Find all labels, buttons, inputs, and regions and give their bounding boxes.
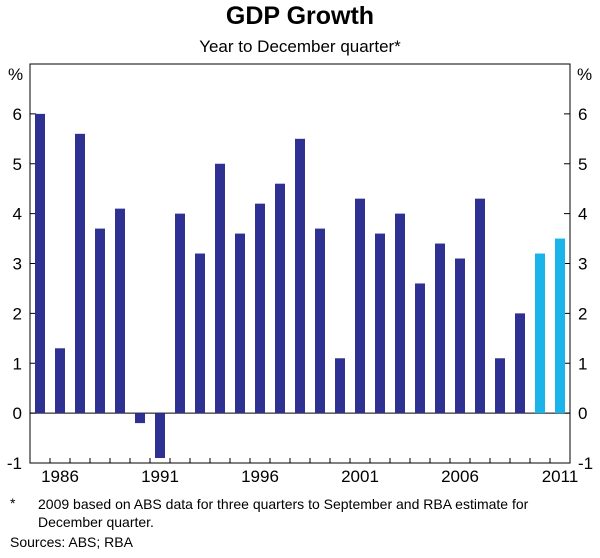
chart-title: GDP Growth	[225, 2, 375, 30]
chart-subtitle: Year to December quarter*	[199, 37, 401, 56]
y-tick-label-right: 3	[578, 255, 587, 274]
bar-1998	[295, 138, 305, 414]
right-unit-label: %	[577, 65, 592, 84]
bar-2009	[515, 313, 525, 414]
bar-2003	[395, 213, 405, 414]
y-tick-label-left: 2	[13, 304, 22, 323]
bar-1991	[155, 413, 165, 459]
y-tick-label-left: 1	[13, 354, 22, 373]
y-tick-label-left: 5	[13, 155, 22, 174]
footnote-text: 2009 based on ABS data for three quarter…	[38, 496, 529, 530]
bar-2010	[535, 253, 545, 414]
bar-1985	[35, 113, 45, 414]
x-tick-label: 1986	[41, 467, 79, 486]
y-tick-label-right: 0	[578, 404, 587, 423]
y-tick-label-left: 4	[13, 205, 22, 224]
bar-2000	[335, 358, 345, 414]
bar-1988	[95, 228, 105, 414]
y-tick-label-left: 0	[13, 404, 22, 423]
bar-2001	[355, 198, 365, 414]
bar-1990	[135, 413, 145, 424]
bar-2008	[495, 358, 505, 414]
bar-2006	[455, 258, 465, 414]
y-tick-label-left: 6	[13, 105, 22, 124]
bar-1993	[195, 253, 205, 414]
bars-layer	[35, 113, 565, 459]
x-tick-label: 1991	[141, 467, 179, 486]
bar-2005	[435, 243, 445, 414]
y-tick-label-right: 6	[578, 105, 587, 124]
bar-1995	[235, 233, 245, 414]
y-tick-label-right: -1	[578, 454, 593, 473]
y-tick-label-right: 1	[578, 354, 587, 373]
x-tick-label: 2011	[542, 467, 579, 486]
bar-1999	[315, 228, 325, 414]
footnote: * 2009 based on ABS data for three quarte…	[10, 495, 595, 531]
y-tick-label-left: -1	[7, 454, 22, 473]
x-tick-label: 2001	[341, 467, 379, 486]
bar-2004	[415, 283, 425, 414]
bar-1996	[255, 203, 265, 414]
bar-2011	[555, 238, 565, 414]
x-tick-label: 2006	[441, 467, 479, 486]
y-tick-label-right: 5	[578, 155, 587, 174]
sources-note: Sources: ABS; RBA	[10, 534, 133, 550]
left-unit-label: %	[8, 65, 23, 84]
y-tick-label-left: 3	[13, 255, 22, 274]
bar-2007	[475, 198, 485, 414]
bar-1987	[75, 133, 85, 414]
footnote-marker: *	[10, 495, 16, 511]
y-tick-label-right: 2	[578, 304, 587, 323]
bar-1989	[115, 208, 125, 414]
bar-1992	[175, 213, 185, 414]
bar-1986	[55, 348, 65, 414]
bar-2002	[375, 233, 385, 414]
bar-1997	[275, 183, 285, 414]
x-tick-label: 1996	[241, 467, 279, 486]
y-tick-label-right: 4	[578, 205, 587, 224]
bar-1994	[215, 163, 225, 414]
